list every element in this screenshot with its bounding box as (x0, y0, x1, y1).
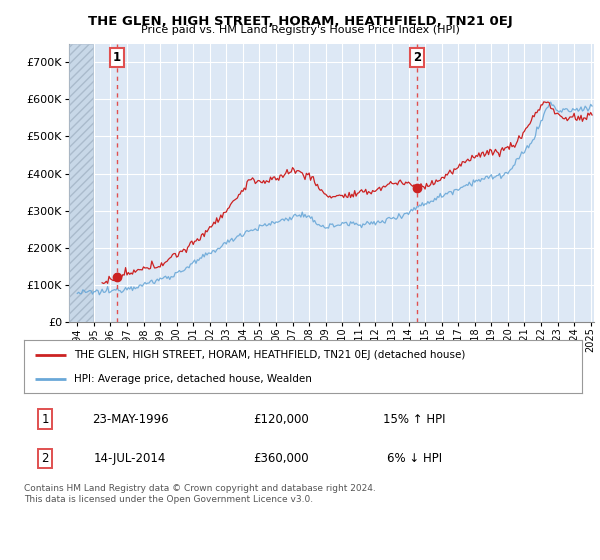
Text: 23-MAY-1996: 23-MAY-1996 (92, 413, 169, 426)
Text: THE GLEN, HIGH STREET, HORAM, HEATHFIELD, TN21 0EJ: THE GLEN, HIGH STREET, HORAM, HEATHFIELD… (88, 15, 512, 27)
Text: THE GLEN, HIGH STREET, HORAM, HEATHFIELD, TN21 0EJ (detached house): THE GLEN, HIGH STREET, HORAM, HEATHFIELD… (74, 350, 466, 360)
Text: HPI: Average price, detached house, Wealden: HPI: Average price, detached house, Weal… (74, 374, 312, 384)
Text: £360,000: £360,000 (253, 452, 308, 465)
Text: 6% ↓ HPI: 6% ↓ HPI (387, 452, 442, 465)
Text: 15% ↑ HPI: 15% ↑ HPI (383, 413, 446, 426)
Text: 2: 2 (413, 50, 422, 64)
Text: 2: 2 (41, 452, 49, 465)
Text: 1: 1 (41, 413, 49, 426)
Bar (69, 44, 92, 322)
Text: £120,000: £120,000 (253, 413, 308, 426)
Text: Contains HM Land Registry data © Crown copyright and database right 2024.
This d: Contains HM Land Registry data © Crown c… (24, 484, 376, 504)
Text: 14-JUL-2014: 14-JUL-2014 (94, 452, 166, 465)
Text: Price paid vs. HM Land Registry's House Price Index (HPI): Price paid vs. HM Land Registry's House … (140, 25, 460, 35)
Text: 1: 1 (113, 50, 121, 64)
